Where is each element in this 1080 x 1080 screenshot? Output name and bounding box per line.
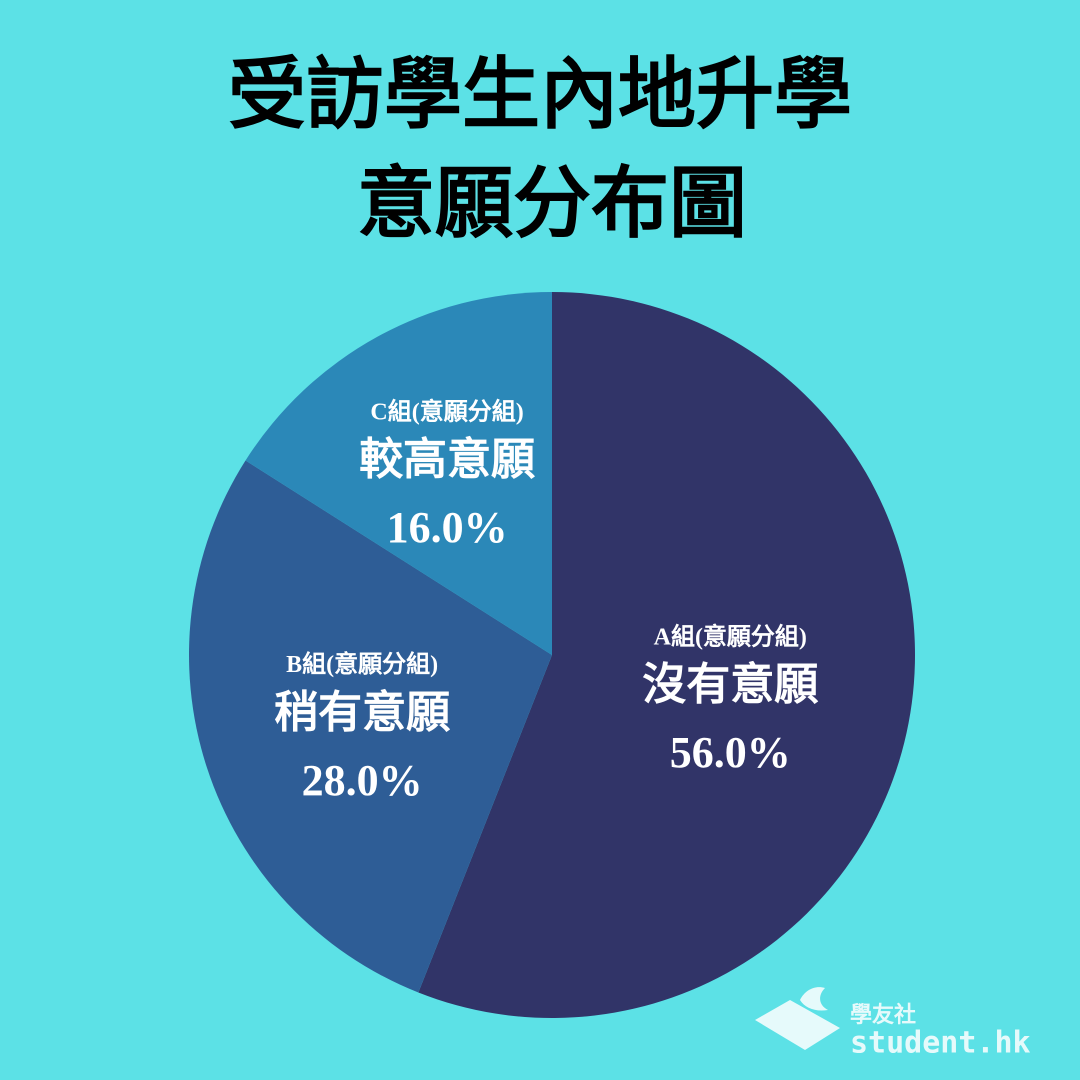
value-label: 28.0% — [302, 756, 423, 805]
chart-title: 意願分布圖 — [357, 160, 747, 247]
logo-book — [755, 1000, 840, 1050]
value-label: 56.0% — [670, 728, 791, 777]
value-label: 16.0% — [387, 503, 508, 552]
slice-label: 稍有意願 — [274, 688, 450, 737]
logo-flame — [800, 987, 828, 1011]
slice-group: B組(意願分組) — [286, 650, 438, 678]
pie-slice — [418, 292, 915, 1018]
watermark-site: student.hk — [850, 1026, 1031, 1061]
slice-label: 沒有意願 — [642, 660, 818, 709]
chart-title: 受訪學生內地升學 — [228, 51, 852, 138]
slice-group: C組(意願分組) — [370, 398, 523, 426]
slice-group: A組(意願分組) — [654, 623, 807, 651]
slice-label: 較高意願 — [359, 435, 535, 484]
watermark-org: 學友社 — [850, 1002, 916, 1028]
watermark: 學友社 student.hk — [755, 987, 1031, 1061]
pie-slice — [188, 460, 552, 993]
pie-slice — [245, 292, 552, 655]
